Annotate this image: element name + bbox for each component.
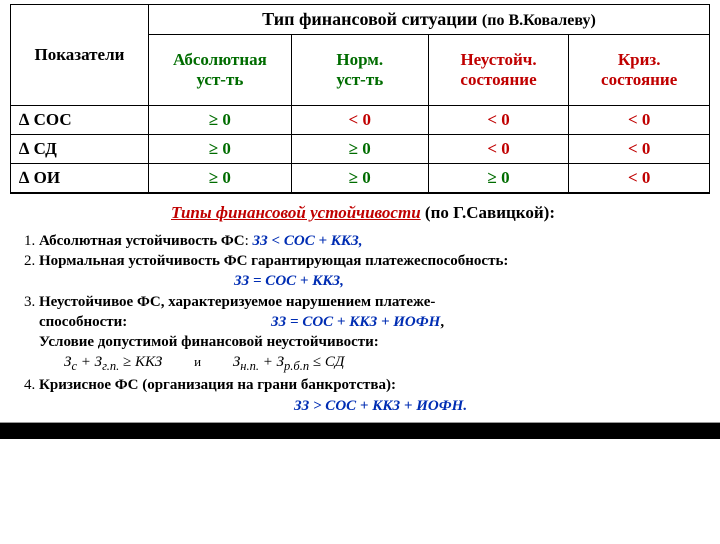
col-header-0: Абсолютнаяуст-ть	[148, 35, 291, 106]
financial-situation-table: Показатели Тип финансовой ситуации (по В…	[10, 4, 710, 194]
col-header-1: Норм.уст-ть	[291, 35, 428, 106]
table-row: ∆ ОИ ≥ 0 ≥ 0 ≥ 0 < 0	[11, 164, 710, 194]
type-1: 1. Абсолютная устойчивость ФС: ЗЗ < СОС …	[24, 231, 702, 251]
table-header-top: Тип финансовой ситуации (по В.Ковалеву)	[148, 5, 709, 35]
row-1-name: ∆ СД	[11, 135, 149, 164]
row-0-name: ∆ СОС	[11, 106, 149, 135]
type-4: 4. Кризисное ФС (организация на грани ба…	[24, 375, 702, 395]
type-2-formula: ЗЗ = СОС + ККЗ,	[24, 271, 702, 291]
type-3-inequalities: Зc + Зг.п. ≥ ККЗ и Зн.п. + Зр.б.п ≤ СД	[24, 352, 702, 375]
text-body: Типы финансовой устойчивости (по Г.Савиц…	[0, 194, 720, 416]
type-3-line2: способности: ЗЗ = СОС + ККЗ + ИОФН,	[24, 312, 702, 332]
type-2: 2. Нормальная устойчивость ФС гарантирую…	[24, 251, 702, 271]
type-3: 3. Неустойчивое ФС, характеризуемое нару…	[24, 292, 702, 312]
table-row: ∆ СД ≥ 0 ≥ 0 < 0 < 0	[11, 135, 710, 164]
row-2-name: ∆ ОИ	[11, 164, 149, 194]
types-title: Типы финансовой устойчивости (по Г.Савиц…	[24, 202, 702, 225]
col-header-3: Криз.состояние	[569, 35, 710, 106]
table-row: ∆ СОС ≥ 0 < 0 < 0 < 0	[11, 106, 710, 135]
col-header-2: Неустойч.состояние	[428, 35, 569, 106]
col-header-indicator: Показатели	[11, 5, 149, 106]
type-3-condition: Условие допустимой финансовой неустойчив…	[24, 332, 702, 352]
type-4-formula: ЗЗ > СОС + ККЗ + ИОФН.	[24, 396, 702, 416]
footer-bar	[0, 422, 720, 439]
